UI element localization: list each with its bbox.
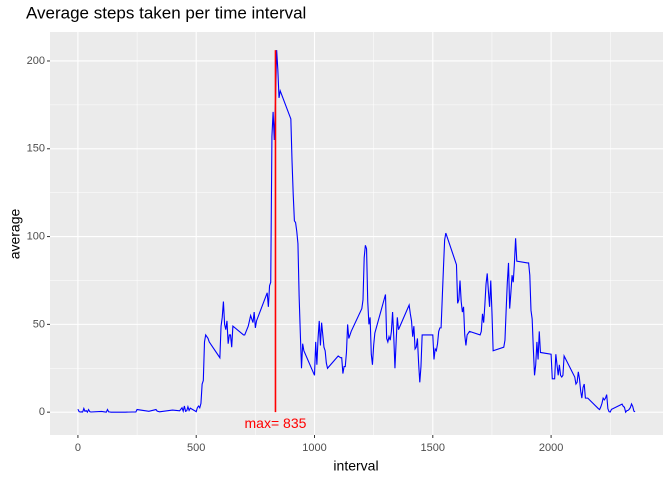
x-tick-label: 1500 xyxy=(421,442,445,454)
chart-title: Average steps taken per time interval xyxy=(26,3,306,22)
x-tick-label: 500 xyxy=(187,442,205,454)
x-tick-label: 0 xyxy=(75,442,81,454)
y-axis-label: average xyxy=(7,208,23,259)
y-tick-label: 200 xyxy=(27,55,45,67)
line-series xyxy=(77,50,636,414)
x-tick-label: 2000 xyxy=(539,442,563,454)
x-axis-label: interval xyxy=(333,458,378,474)
x-tick-label: 1000 xyxy=(302,442,326,454)
y-tick-label: 50 xyxy=(33,318,45,330)
y-tick-label: 100 xyxy=(27,230,45,242)
panel xyxy=(50,32,663,435)
y-tick-label: 0 xyxy=(39,406,45,418)
y-tick-label: 150 xyxy=(27,143,45,155)
annotation: max= 835 xyxy=(245,415,307,431)
